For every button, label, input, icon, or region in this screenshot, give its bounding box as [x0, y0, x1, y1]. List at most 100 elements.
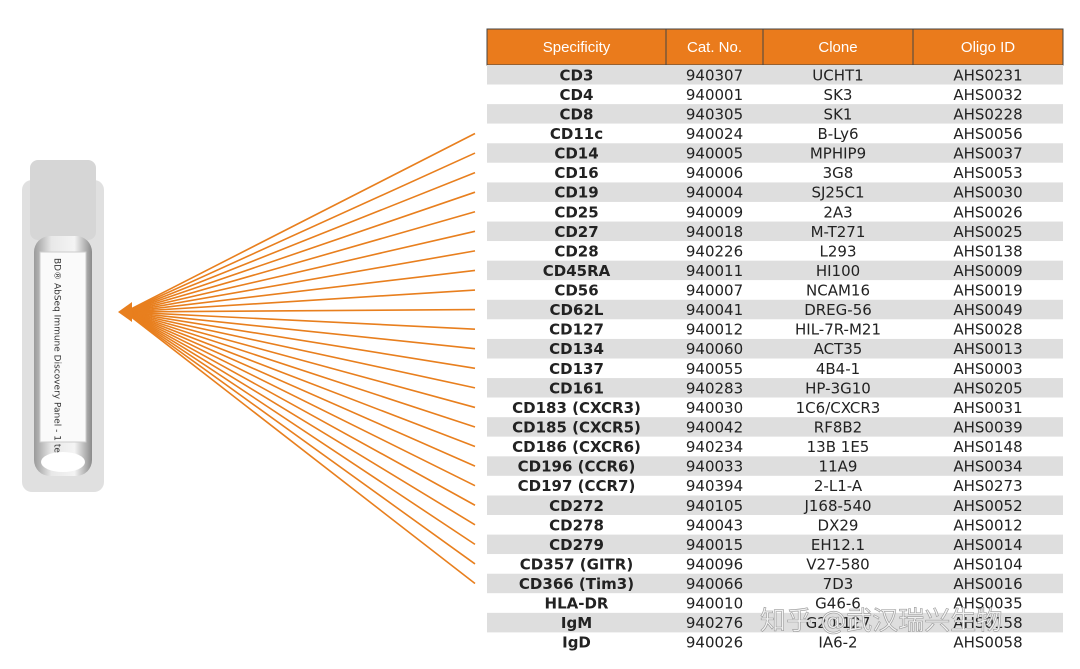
- specificity-text: CD27: [554, 223, 598, 241]
- cell-text: L293: [820, 242, 857, 260]
- cell-text: 940030: [686, 399, 743, 417]
- connector-line: [124, 311, 476, 409]
- cell-text: AHS0104: [953, 555, 1022, 573]
- cell-text: HI100: [816, 262, 860, 280]
- cell-text: 940276: [686, 614, 743, 632]
- row-bg: [487, 84, 1063, 105]
- connector-line: [124, 308, 476, 313]
- cell-text: AHS0056: [953, 125, 1022, 143]
- table: Specificity Cat. No. Clone Oligo ID CD3 94030…: [486, 28, 1064, 652]
- specificity-text: CD357 (GITR): [520, 555, 633, 573]
- specificity-text: CD16: [554, 164, 598, 182]
- cell-text: AHS0019: [953, 282, 1022, 300]
- cell-text: 940011: [686, 262, 743, 280]
- connector-line: [124, 311, 476, 487]
- row-bg: [487, 201, 1063, 222]
- cell-text: J168-540: [803, 497, 871, 515]
- cell-text: G20-127: [806, 614, 871, 632]
- row-bg: [487, 573, 1063, 594]
- tube: BD® AbSeq Immune Discovery Panel - 1 tes…: [22, 160, 104, 492]
- cell-text: NCAM16: [806, 282, 870, 300]
- tube-label: BD® AbSeq Immune Discovery Panel - 1 tes…: [52, 258, 62, 462]
- row-bg: [487, 221, 1063, 242]
- header-cell: [486, 28, 667, 66]
- specificity-text: IgD: [562, 634, 591, 652]
- row-bg: [487, 104, 1063, 124]
- specificity-text: CD8: [560, 105, 594, 123]
- cell-text: EH12.1: [811, 536, 865, 554]
- cell-text: 940055: [686, 360, 743, 378]
- cell-text: 940026: [686, 634, 743, 652]
- row-bg: [487, 65, 1063, 85]
- cell-text: AHS0148: [953, 438, 1022, 456]
- specificity-text: CD196 (CCR6): [518, 458, 636, 476]
- cell-text: SK3: [824, 86, 853, 104]
- specificity-text: CD28: [554, 242, 598, 260]
- row-bg: [487, 280, 1063, 300]
- cell-text: 940105: [686, 497, 743, 515]
- specificity-text: CD14: [554, 145, 598, 163]
- cell-text: AHS0035: [953, 595, 1022, 613]
- row-bg: [487, 358, 1063, 379]
- row-bg: [487, 319, 1063, 339]
- cell-text: B-Ly6: [817, 125, 858, 143]
- specificity-text: CD272: [549, 497, 604, 515]
- specificity-text: CD62L: [550, 301, 604, 319]
- cell-text: AHS0016: [953, 575, 1022, 593]
- cell-text: M-T271: [811, 223, 866, 241]
- specificity-text: CD186 (CXCR6): [512, 438, 641, 456]
- specificity-text: CD279: [549, 536, 604, 554]
- specificity-text: CD183 (CXCR3): [512, 399, 641, 417]
- specificity-text: CD161: [549, 379, 604, 397]
- row-bg: [487, 241, 1063, 261]
- row-bg: [487, 456, 1063, 476]
- cell-text: 940234: [686, 438, 743, 456]
- row-bg: [487, 143, 1063, 163]
- cell-text: 1C6/CXCR3: [796, 399, 881, 417]
- cell-text: 940305: [686, 105, 743, 123]
- cell-text: 940018: [686, 223, 743, 241]
- specificity-text: CD278: [549, 516, 604, 534]
- cell-text: AHS0053: [953, 164, 1022, 182]
- cell-text: SK1: [824, 105, 853, 123]
- header-text: Specificity: [543, 39, 611, 56]
- connector-line: [124, 311, 476, 448]
- cell-text: AHS0158: [953, 614, 1022, 632]
- cell-text: 940004: [686, 184, 743, 202]
- connector-lines: [124, 132, 476, 585]
- header-text: Oligo ID: [961, 39, 1015, 56]
- cell-text: 940283: [686, 379, 743, 397]
- cell-text: 940015: [686, 536, 743, 554]
- cell-text: 940007: [686, 282, 743, 300]
- specificity-text: CD56: [554, 282, 598, 300]
- connector-line: [124, 311, 476, 546]
- cell-text: 940001: [686, 86, 743, 104]
- cell-text: AHS0052: [953, 497, 1022, 515]
- specificity-text: IgM: [561, 614, 592, 632]
- cell-text: HP-3G10: [805, 379, 871, 397]
- cell-text: RF8B2: [814, 418, 862, 436]
- connector-line: [124, 311, 476, 585]
- row-bg: [487, 475, 1063, 496]
- specificity-text: CD25: [554, 203, 598, 221]
- row-bg: [487, 612, 1063, 633]
- specificity-text: CD127: [549, 321, 604, 339]
- cell-text: 940394: [686, 477, 743, 495]
- row-bg: [487, 436, 1063, 457]
- cell-text: AHS0009: [953, 262, 1022, 280]
- cell-text: AHS0026: [953, 203, 1022, 221]
- cell-text: 940009: [686, 203, 743, 221]
- cell-text: 4B4-1: [816, 360, 860, 378]
- specificity-text: CD366 (Tim3): [519, 575, 634, 593]
- cell-text: 940024: [686, 125, 743, 143]
- header-text: Cat. No.: [687, 39, 742, 56]
- specificity-text: CD134: [549, 340, 604, 358]
- row-bg: [487, 162, 1063, 183]
- row-bg: [487, 515, 1063, 535]
- cell-text: 3G8: [823, 164, 854, 182]
- cell-text: 2-L1-A: [814, 477, 863, 495]
- cell-text: AHS0025: [953, 223, 1022, 241]
- connector-line: [124, 311, 476, 370]
- cell-text: AHS0205: [953, 379, 1022, 397]
